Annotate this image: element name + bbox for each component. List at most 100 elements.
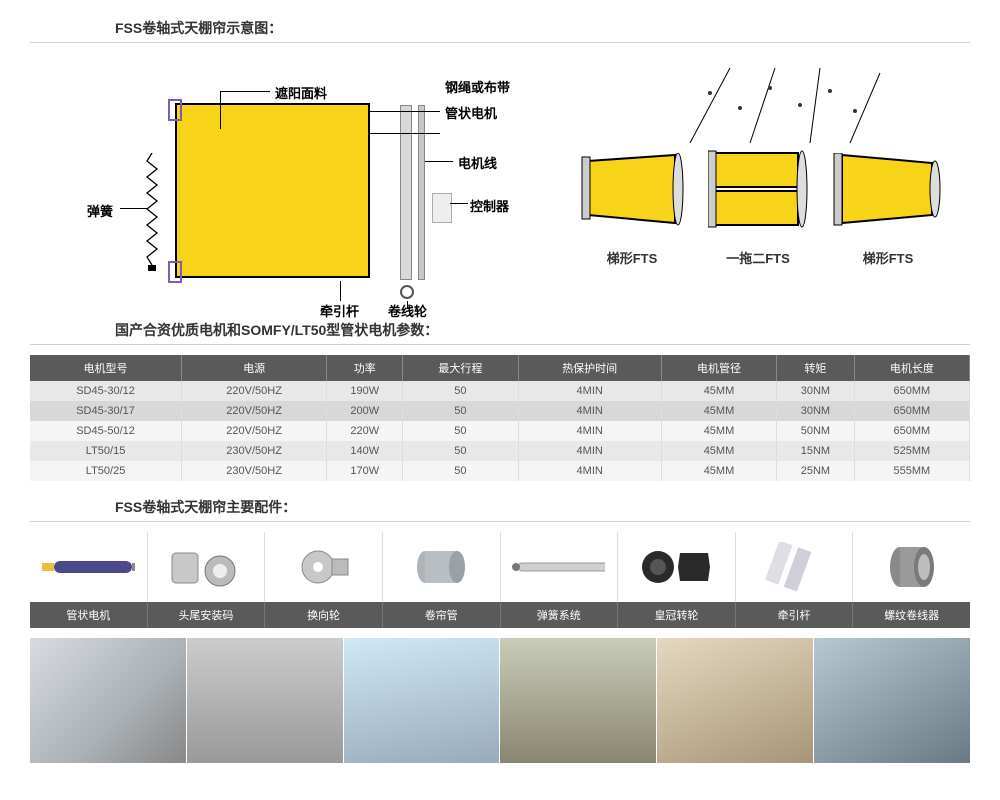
part-label: 换向轮 (265, 602, 383, 628)
schematic-right: 梯形FTS 一拖二FTS 梯形FTS (580, 53, 970, 308)
table-row: LT50/25230V/50HZ170W504MIN45MM25NM555MM (30, 461, 970, 481)
label-rod: 牵引杆 (320, 301, 359, 320)
table-cell: SD45-30/17 (30, 401, 182, 421)
line (370, 111, 440, 112)
label-reel: 卷线轮 (388, 301, 427, 320)
bracket-bl (168, 261, 182, 283)
table-row: LT50/15230V/50HZ140W504MIN45MM15NM525MM (30, 441, 970, 461)
table-header: 功率 (327, 355, 403, 381)
table-cell: 220V/50HZ (182, 401, 327, 421)
table-cell: 4MIN (518, 421, 661, 441)
line (120, 208, 148, 209)
table-cell: 25NM (777, 461, 855, 481)
section3-title: FSS卷轴式天棚帘主要配件： (115, 497, 970, 517)
parts-labels: 管状电机头尾安装码换向轮卷帘管弹簧系统皇冠转轮牵引杆螺纹卷线器 (30, 602, 970, 628)
section1-title: FSS卷轴式天棚帘示意图： (115, 18, 970, 38)
parts-row (30, 532, 970, 602)
table-cell: 230V/50HZ (182, 441, 327, 461)
table-cell: 30NM (777, 381, 855, 401)
gallery (30, 638, 970, 763)
line (370, 133, 440, 134)
shape-dual (708, 149, 808, 231)
table-header: 电机管径 (661, 355, 776, 381)
table-cell: 230V/50HZ (182, 461, 327, 481)
diagram-area: 遮阳面料 弹簧 牵引杆 卷线轮 钢绳或布带 管状电机 电机线 控制器 (30, 53, 970, 308)
table-cell: 525MM (854, 441, 969, 461)
table-cell: 220V/50HZ (182, 381, 327, 401)
line (220, 91, 270, 92)
table-cell: 220V/50HZ (182, 421, 327, 441)
table-header: 最大行程 (403, 355, 518, 381)
line (220, 91, 221, 129)
table-cell: 4MIN (518, 461, 661, 481)
label-rope: 钢绳或布带 (445, 77, 510, 96)
table-cell: 45MM (661, 381, 776, 401)
divider (30, 521, 970, 522)
part-crown-wheel (617, 532, 735, 602)
table-cell: SD45-30/12 (30, 381, 182, 401)
table-cell: LT50/25 (30, 461, 182, 481)
label-motor-wire: 电机线 (458, 153, 497, 172)
caption-shape3: 梯形FTS (838, 248, 938, 267)
part-bracket (147, 532, 265, 602)
shape-trapezoid-1 (580, 153, 685, 228)
caption-shape2: 一拖二FTS (708, 248, 808, 267)
fabric-box (175, 103, 370, 278)
table-cell: 555MM (854, 461, 969, 481)
label-fabric: 遮阳面料 (275, 83, 327, 102)
shape-trapezoid-2 (832, 153, 942, 228)
table-row: SD45-30/17220V/50HZ200W504MIN45MM30NM650… (30, 401, 970, 421)
gallery-img-4 (500, 638, 656, 763)
part-label: 弹簧系统 (501, 602, 619, 628)
spring-icon (145, 153, 159, 273)
table-cell: 45MM (661, 461, 776, 481)
part-label: 管状电机 (30, 602, 148, 628)
label-spring: 弹簧 (87, 201, 113, 220)
table-cell: 220W (327, 421, 403, 441)
part-thread-reel (852, 532, 970, 602)
spec-table: 电机型号电源功率最大行程热保护时间电机管径转矩电机长度 SD45-30/1222… (30, 355, 970, 481)
part-tube-motor (30, 532, 147, 602)
line (450, 203, 468, 204)
table-cell: LT50/15 (30, 441, 182, 461)
table-row: SD45-50/12220V/50HZ220W504MIN45MM50NM650… (30, 421, 970, 441)
part-spring-system (500, 532, 618, 602)
table-cell: 4MIN (518, 381, 661, 401)
table-cell: 140W (327, 441, 403, 461)
reel-wheel (400, 285, 414, 299)
tube-bar-2 (418, 105, 425, 280)
table-cell: 30NM (777, 401, 855, 421)
gallery-img-6 (814, 638, 970, 763)
tube-bar-1 (400, 105, 412, 280)
label-tube-motor: 管状电机 (445, 103, 497, 122)
controller-box (432, 193, 452, 223)
table-cell: 50 (403, 421, 518, 441)
part-label: 螺纹卷线器 (853, 602, 970, 628)
table-cell: 170W (327, 461, 403, 481)
table-header: 电机型号 (30, 355, 182, 381)
table-cell: 50 (403, 401, 518, 421)
part-label: 头尾安装码 (148, 602, 266, 628)
table-header: 转矩 (777, 355, 855, 381)
table-cell: 650MM (854, 401, 969, 421)
table-cell: 15NM (777, 441, 855, 461)
table-cell: 650MM (854, 381, 969, 401)
gallery-img-1 (30, 638, 186, 763)
gallery-img-5 (657, 638, 813, 763)
table-row: SD45-30/12220V/50HZ190W504MIN45MM30NM650… (30, 381, 970, 401)
part-pulley (264, 532, 382, 602)
label-controller: 控制器 (470, 196, 509, 215)
part-pull-rod (735, 532, 853, 602)
line (425, 161, 453, 162)
table-cell: SD45-50/12 (30, 421, 182, 441)
table-cell: 50NM (777, 421, 855, 441)
table-cell: 45MM (661, 421, 776, 441)
caption-shape1: 梯形FTS (582, 248, 682, 267)
table-cell: 200W (327, 401, 403, 421)
decor-rays (680, 63, 900, 153)
divider (30, 42, 970, 43)
line (340, 281, 341, 301)
part-label: 牵引杆 (736, 602, 854, 628)
table-cell: 50 (403, 441, 518, 461)
table-cell: 45MM (661, 401, 776, 421)
